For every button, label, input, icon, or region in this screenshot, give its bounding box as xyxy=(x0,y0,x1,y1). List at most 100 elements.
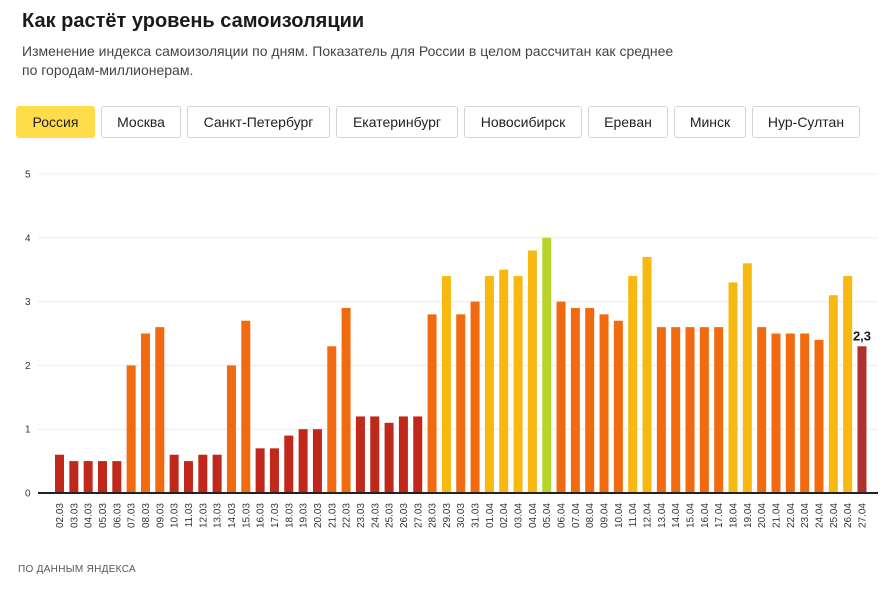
x-tick-label: 05.04 xyxy=(542,503,553,528)
x-tick-label: 23.04 xyxy=(800,503,811,528)
bar-11.04[interactable] xyxy=(628,276,638,493)
bar-09.04[interactable] xyxy=(599,314,609,493)
bar-13.03[interactable] xyxy=(212,454,222,493)
tab-moscow[interactable]: Москва xyxy=(101,106,181,138)
bar-15.04[interactable] xyxy=(685,327,695,493)
bar-10.03[interactable] xyxy=(169,454,179,493)
bar-31.03[interactable] xyxy=(470,301,480,493)
bar-13.04[interactable] xyxy=(656,327,666,493)
bar-12.04[interactable] xyxy=(642,256,652,493)
x-tick-label: 13.03 xyxy=(213,503,224,528)
bar-28.03[interactable] xyxy=(427,314,437,493)
bar-27.03[interactable] xyxy=(413,416,423,493)
bar-06.04[interactable] xyxy=(556,301,566,493)
bar-14.03[interactable] xyxy=(226,365,236,493)
x-tick-label: 15.03 xyxy=(241,503,252,528)
page-title: Как растёт уровень самоизоляции xyxy=(22,10,365,32)
bar-09.03[interactable] xyxy=(155,327,165,493)
bar-17.04[interactable] xyxy=(714,327,724,493)
bar-15.03[interactable] xyxy=(241,320,251,493)
x-tick-label: 12.03 xyxy=(198,503,209,528)
x-tick-label: 20.03 xyxy=(313,503,324,528)
x-tick-label: 01.04 xyxy=(485,503,496,528)
bar-04.04[interactable] xyxy=(527,250,537,493)
bar-19.04[interactable] xyxy=(742,263,752,493)
tab-russia[interactable]: Россия xyxy=(16,106,95,138)
bar-25.03[interactable] xyxy=(384,422,394,493)
subtitle-line-2: по городам-миллионерам. xyxy=(22,62,194,78)
bar-05.04[interactable] xyxy=(542,237,552,493)
x-tick-label: 25.03 xyxy=(385,503,396,528)
bar-29.03[interactable] xyxy=(441,276,451,493)
bar-01.04[interactable] xyxy=(484,276,494,493)
bar-27.04[interactable] xyxy=(857,346,867,493)
x-tick-label: 19.03 xyxy=(299,503,310,528)
x-tick-label: 24.03 xyxy=(370,503,381,528)
bar-14.04[interactable] xyxy=(671,327,681,493)
bar-24.03[interactable] xyxy=(370,416,380,493)
bar-03.04[interactable] xyxy=(513,276,523,493)
bar-17.03[interactable] xyxy=(269,448,279,493)
x-tick-label: 14.03 xyxy=(227,503,238,528)
y-axis-ticks: 0 1 2 3 4 5 xyxy=(25,170,31,500)
source-note: ПО ДАННЫМ ЯНДЕКСА xyxy=(18,564,136,575)
tab-novosibirsk[interactable]: Новосибирск xyxy=(464,106,582,138)
bar-19.03[interactable] xyxy=(298,429,308,493)
bar-05.03[interactable] xyxy=(97,461,107,493)
bar-18.04[interactable] xyxy=(728,282,738,493)
bar-26.03[interactable] xyxy=(398,416,408,493)
bar-12.03[interactable] xyxy=(198,454,208,493)
x-tick-label: 12.04 xyxy=(643,503,654,528)
x-tick-label: 16.04 xyxy=(700,503,711,528)
bar-24.04[interactable] xyxy=(814,339,824,493)
x-tick-label: 31.03 xyxy=(471,503,482,528)
bar-11.03[interactable] xyxy=(183,461,193,493)
x-tick-label: 26.04 xyxy=(843,503,854,528)
tab-yekaterinburg[interactable]: Екатеринбург xyxy=(336,106,458,138)
x-axis-ticks: 02.03 03.03 04.03 05.03 06.03 07.03 08.03 09.03… xyxy=(55,503,868,528)
bar-10.04[interactable] xyxy=(613,320,623,493)
x-tick-label: 19.04 xyxy=(743,503,754,528)
x-tick-label: 05.03 xyxy=(98,503,109,528)
bar-26.04[interactable] xyxy=(843,276,853,493)
y-tick-label: 5 xyxy=(25,170,31,181)
bar-25.04[interactable] xyxy=(828,295,838,493)
tab-saint-petersburg[interactable]: Санкт-Петербург xyxy=(187,106,330,138)
bar-30.03[interactable] xyxy=(456,314,466,493)
bar-03.03[interactable] xyxy=(69,461,79,493)
bar-04.03[interactable] xyxy=(83,461,93,493)
bar-20.03[interactable] xyxy=(312,429,322,493)
x-tick-label: 28.03 xyxy=(428,503,439,528)
bar-16.03[interactable] xyxy=(255,448,265,493)
bar-21.04[interactable] xyxy=(771,333,781,494)
bar-06.03[interactable] xyxy=(112,461,122,493)
x-tick-label: 08.03 xyxy=(141,503,152,528)
x-tick-label: 09.04 xyxy=(600,503,611,528)
bar-23.04[interactable] xyxy=(800,333,810,494)
bar-02.03[interactable] xyxy=(55,454,64,493)
tab-nur-sultan[interactable]: Нур-Султан xyxy=(752,106,860,138)
bar-18.03[interactable] xyxy=(284,435,294,493)
bar-20.04[interactable] xyxy=(757,327,767,493)
x-tick-label: 11.04 xyxy=(628,503,639,528)
x-tick-label: 21.03 xyxy=(327,503,338,528)
x-tick-label: 23.03 xyxy=(356,503,367,528)
bar-08.03[interactable] xyxy=(140,333,150,494)
x-tick-label: 16.03 xyxy=(256,503,267,528)
x-tick-label: 29.03 xyxy=(442,503,453,528)
bar-23.03[interactable] xyxy=(355,416,365,493)
bar-22.04[interactable] xyxy=(785,333,795,494)
bar-16.04[interactable] xyxy=(699,327,709,493)
bar-21.03[interactable] xyxy=(327,346,337,493)
tab-minsk[interactable]: Минск xyxy=(674,106,746,138)
bar-02.04[interactable] xyxy=(499,269,509,493)
x-tick-label: 17.04 xyxy=(714,503,725,528)
bar-07.04[interactable] xyxy=(570,307,580,493)
bar-22.03[interactable] xyxy=(341,307,351,493)
tab-yerevan[interactable]: Ереван xyxy=(588,106,668,138)
annotations: 2,3 xyxy=(853,328,871,343)
bar-07.03[interactable] xyxy=(126,365,136,493)
last-value-label: 2,3 xyxy=(853,328,871,343)
bars xyxy=(55,237,867,494)
bar-08.04[interactable] xyxy=(585,307,595,493)
